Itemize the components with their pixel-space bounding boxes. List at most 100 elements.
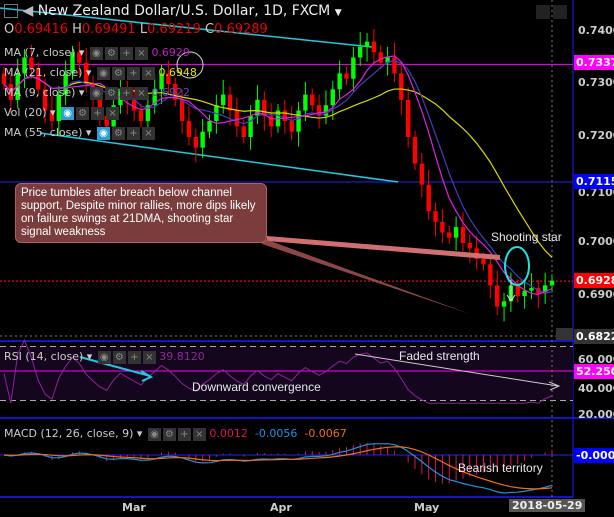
legend-macd[interactable]: MACD (12, 26, close, 9) ▾ ◉ ⚙ + × 0.0012 -0… [4,427,347,441]
eye-icon[interactable]: ◉ [147,427,161,441]
plus-icon[interactable]: + [177,427,191,441]
eye-icon[interactable]: ◉ [96,66,110,80]
channel-lower-line [39,132,399,183]
eye-icon[interactable]: ◉ [89,86,103,100]
flag-icon: ◀ [22,3,34,19]
rsi-arrow-head [140,370,154,382]
gear-icon[interactable]: ⚙ [112,350,126,364]
legend-label: MACD (12, 26, close, 9) [4,427,134,440]
close-icon[interactable]: × [141,66,155,80]
close-icon[interactable]: × [192,427,206,441]
note-arrow-upper [267,236,500,260]
symbol-title: New Zealand Dollar/U.S. Dollar, 1D, FXCM [37,3,331,19]
candle-down [234,110,240,127]
macd-hist-value: 0.0012 [209,427,248,440]
plus-icon[interactable]: + [119,46,133,60]
cursor-date: 2018-05-29 [509,499,586,512]
candle-up [385,57,390,63]
close-icon[interactable]: × [134,46,148,60]
candle-down [166,73,171,84]
legend-value: 0.6922 [151,86,190,99]
candle-down [29,57,34,69]
plus-icon[interactable]: + [127,350,141,364]
gear-icon[interactable]: ⚙ [111,126,125,140]
close-icon[interactable]: × [142,350,156,364]
eye-icon[interactable]: ◉ [61,106,75,120]
down-arrow-head [506,294,516,302]
candle-down [179,99,185,122]
rsi-tick: 20.0000 [578,408,614,421]
gear-icon[interactable]: ⚙ [104,86,118,100]
gear-icon[interactable]: ⚙ [111,66,125,80]
high-label: H [72,22,82,37]
plus-icon[interactable]: + [91,106,105,120]
legend-value: 39.8120 [159,350,205,363]
eye-icon[interactable]: ◉ [89,46,103,60]
candle-up [351,57,356,79]
candle-up [221,94,226,106]
candle-down [173,84,178,100]
plus-icon[interactable]: + [126,126,140,140]
legend-ma21[interactable]: MA (21, close) ▾ ◉ ⚙ + × 0.6948 [4,66,197,80]
candle-up [303,94,308,111]
macd-value: -0.0056 [254,427,298,440]
time-tick: May [414,501,440,514]
collapse-icon[interactable] [4,4,18,18]
legend-ma9[interactable]: MA (9, close) ▾ ◉ ⚙ + × 0.6922 [4,86,190,100]
close-icon[interactable]: × [134,86,148,100]
note-arrow-lower [262,238,470,314]
candle-down [447,232,452,238]
candle-down [392,57,397,74]
rsi-tag: 52.2500 [574,364,614,379]
bearish-territory-label: Bearish territory [458,461,543,475]
eye-icon[interactable]: ◉ [96,126,110,140]
crosshair-plus-button [556,328,573,340]
candle-up [159,73,164,90]
candle-down [193,137,198,148]
eye-icon[interactable]: ◉ [97,350,111,364]
plus-icon[interactable]: + [126,66,140,80]
legend-ma55[interactable]: MA (55, close) ▾ ◉ ⚙ + × [4,126,155,140]
gear-icon[interactable]: ⚙ [76,106,90,120]
candle-up [296,110,301,132]
candle-up [56,94,61,122]
price-tag-last: 0.6928 [574,273,614,288]
candle-up [501,301,507,307]
candle-down [131,99,137,111]
candle-down [268,115,274,127]
candle-up [207,121,212,132]
candle-down [467,243,472,249]
open-value: 0.69416 [14,22,68,37]
open-label: O [4,22,15,37]
gear-icon[interactable]: ⚙ [162,427,176,441]
downward-convergence-label: Downward convergence [192,380,321,394]
legend-vol[interactable]: Vol (20) ▾ ◉ ⚙ + × [4,106,120,120]
gear-icon[interactable]: ⚙ [104,46,118,60]
candle-up [22,57,27,74]
time-tick: Apr [270,501,292,514]
faded-strength-label: Faded strength [399,349,480,363]
highlight-circle [176,51,204,79]
legend-label: MA (9, close) [4,86,76,99]
close-icon[interactable]: × [106,106,120,120]
candle-down [378,52,383,63]
close-icon[interactable]: × [141,126,155,140]
candle-up [358,46,363,58]
candle-up [529,288,534,291]
close-value: 0.69289 [214,22,268,37]
legend-rsi[interactable]: RSI (14, close) ▾ ◉ ⚙ + × 39.8120 [4,350,205,364]
price-tag-0.7115: 0.7115 [574,174,614,189]
candle-down [227,94,233,111]
chart-title-row: ◀ New Zealand Dollar/U.S. Dollar, 1D, FX… [4,3,342,19]
legend-ma7[interactable]: MA (7, close) ▾ ◉ ⚙ + × 0.6929 [4,46,190,60]
plus-icon[interactable]: + [119,86,133,100]
candle-down [42,89,48,111]
price-tag-0.7337: 0.7337 [574,55,614,70]
candle-up [145,105,151,122]
candle-up [549,280,555,286]
candle-up [70,52,75,74]
chevron-down-icon[interactable]: ▼ [334,8,342,18]
candle-down [77,52,82,63]
